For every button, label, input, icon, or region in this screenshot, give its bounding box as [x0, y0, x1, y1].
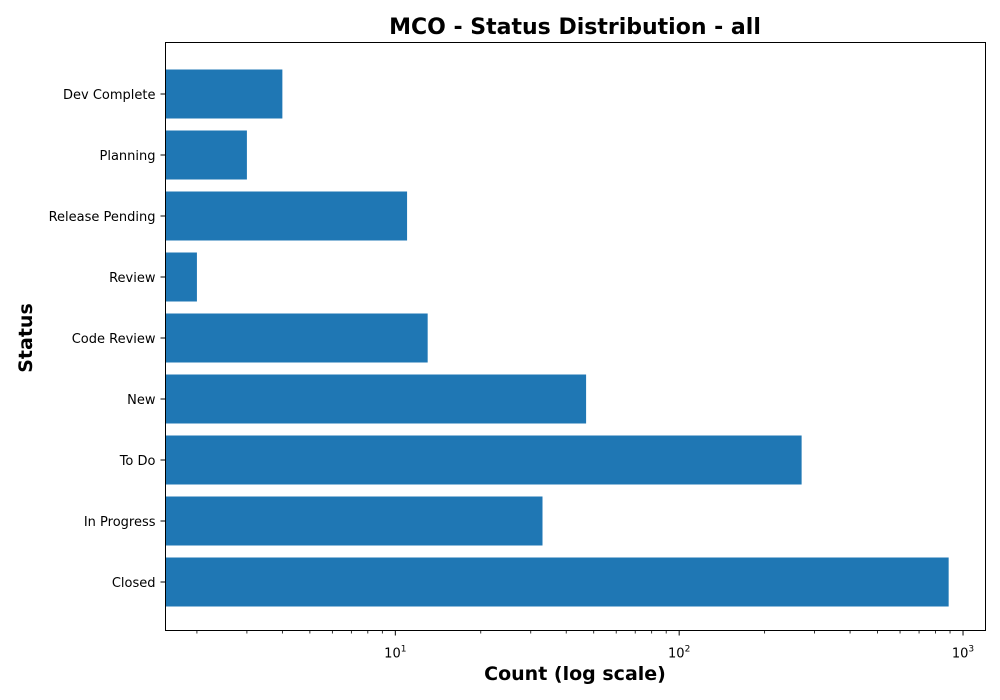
- y-tick-label: To Do: [119, 454, 156, 469]
- y-tick-label: Planning: [100, 149, 156, 164]
- bar-dev-complete: [165, 69, 283, 119]
- bar-in-progress: [165, 496, 543, 546]
- y-tick-label: Review: [109, 271, 156, 286]
- y-tick-label: Release Pending: [49, 210, 156, 225]
- bar-to-do: [165, 435, 802, 485]
- bars-layer: [165, 69, 949, 607]
- x-axis-label: Count (log scale): [484, 663, 666, 685]
- bar-planning: [165, 130, 247, 180]
- x-tick-label: 101: [384, 645, 406, 662]
- y-tick-label: Code Review: [72, 332, 156, 347]
- bar-review: [165, 252, 197, 302]
- x-tick-label: 103: [952, 645, 974, 662]
- y-tick-label: Closed: [112, 576, 156, 591]
- y-tick-label: New: [127, 393, 156, 408]
- bar-new: [165, 374, 587, 424]
- y-axis-label: Status: [15, 303, 37, 373]
- x-tick-label: 102: [668, 645, 690, 662]
- chart-title: MCO - Status Distribution - all: [389, 15, 761, 40]
- y-tick-label: In Progress: [84, 515, 156, 530]
- plot-frame: [165, 42, 986, 631]
- y-tick-label: Dev Complete: [63, 88, 156, 103]
- ticks-layer: Dev Complete Planning Release Pending Revie…: [49, 88, 975, 662]
- bar-closed: [165, 557, 949, 607]
- bar-release-pending: [165, 191, 408, 241]
- bar-code-review: [165, 313, 428, 363]
